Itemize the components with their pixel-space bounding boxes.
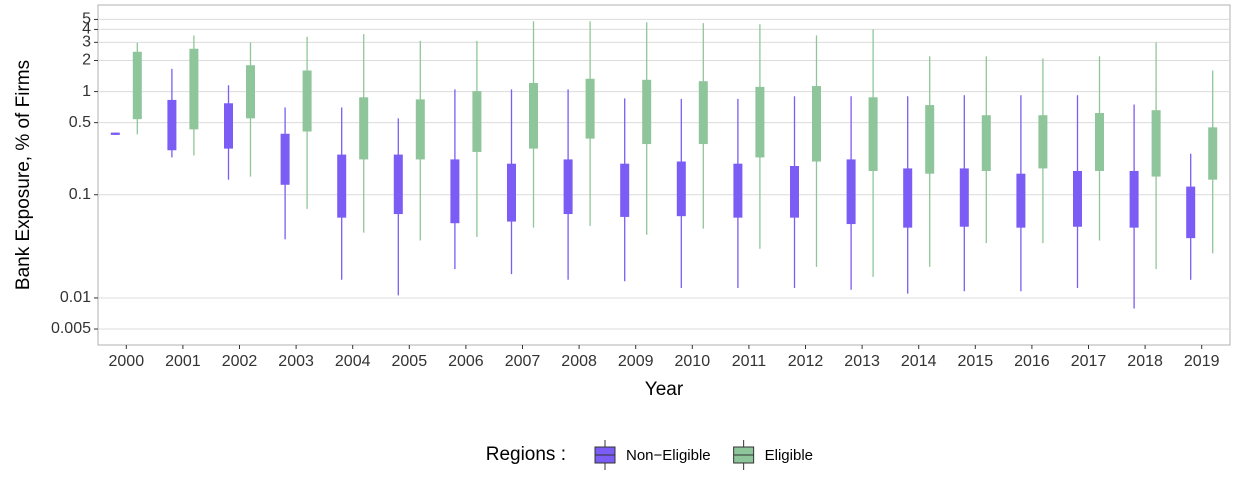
box [585, 78, 595, 139]
y-tick-label: 3 [82, 34, 91, 51]
x-tick-label: 2003 [278, 353, 314, 370]
legend-label: Non−Eligible [626, 447, 711, 464]
x-axis-label: Year [645, 379, 684, 400]
y-tick-label: 0.005 [51, 320, 91, 337]
box [642, 79, 652, 145]
box [1095, 112, 1104, 171]
box [110, 132, 120, 135]
box [812, 86, 821, 162]
x-tick-label: 2007 [505, 353, 541, 370]
box [1186, 186, 1196, 239]
box [189, 48, 199, 130]
box [359, 97, 369, 160]
box [620, 163, 630, 217]
y-tick-label: 1 [82, 83, 91, 100]
box [733, 163, 743, 218]
y-tick-label: 2 [82, 52, 91, 69]
x-tick-label: 2002 [222, 353, 258, 370]
x-tick-label: 2013 [844, 353, 880, 370]
box [1208, 127, 1218, 180]
box [903, 168, 913, 228]
box [1129, 170, 1139, 228]
x-tick-label: 2006 [448, 353, 484, 370]
x-tick-label: 2019 [1184, 353, 1220, 370]
box [393, 154, 403, 215]
y-axis-label: Bank Exposure, % of Firms [13, 60, 34, 290]
box [132, 51, 142, 120]
x-tick-label: 2012 [788, 353, 824, 370]
box [450, 159, 460, 224]
box [280, 133, 290, 185]
x-tick-label: 2001 [165, 353, 201, 370]
box [755, 86, 765, 158]
x-tick-label: 2018 [1127, 353, 1163, 370]
x-tick-label: 2004 [335, 353, 371, 370]
box [246, 65, 255, 119]
box [563, 159, 573, 215]
box [959, 168, 969, 227]
box [1073, 170, 1082, 227]
legend-title: Regions : [486, 444, 566, 465]
x-tick-label: 2017 [1071, 353, 1107, 370]
box [676, 161, 686, 217]
box [790, 165, 799, 218]
y-tick-label: 0.5 [69, 114, 91, 131]
box [302, 70, 312, 132]
y-tick-label: 5 [82, 11, 91, 28]
box [846, 159, 856, 225]
x-tick-label: 2010 [675, 353, 711, 370]
box [868, 97, 878, 171]
box [529, 83, 538, 149]
box [472, 91, 482, 152]
x-tick-label: 2014 [901, 353, 937, 370]
legend-label: Eligible [765, 447, 813, 464]
y-tick-label: 0.1 [69, 186, 91, 203]
x-tick-label: 2016 [1014, 353, 1050, 370]
box [167, 99, 177, 151]
x-tick-label: 2009 [618, 353, 654, 370]
box [1016, 173, 1026, 228]
box [981, 115, 991, 171]
box [337, 154, 347, 218]
plot-panel [97, 4, 1231, 346]
box [507, 163, 516, 222]
box [1151, 110, 1161, 177]
x-tick-label: 2000 [109, 353, 145, 370]
box [224, 103, 233, 149]
x-tick-label: 2011 [732, 353, 767, 370]
x-tick-label: 2008 [561, 353, 597, 370]
box [698, 81, 708, 145]
box [415, 99, 425, 160]
box [925, 105, 935, 174]
y-tick-label: 4 [82, 21, 91, 38]
x-tick-label: 2005 [392, 353, 428, 370]
box [1038, 115, 1048, 169]
x-tick-label: 2015 [958, 353, 994, 370]
y-tick-label: 0.01 [60, 289, 91, 306]
